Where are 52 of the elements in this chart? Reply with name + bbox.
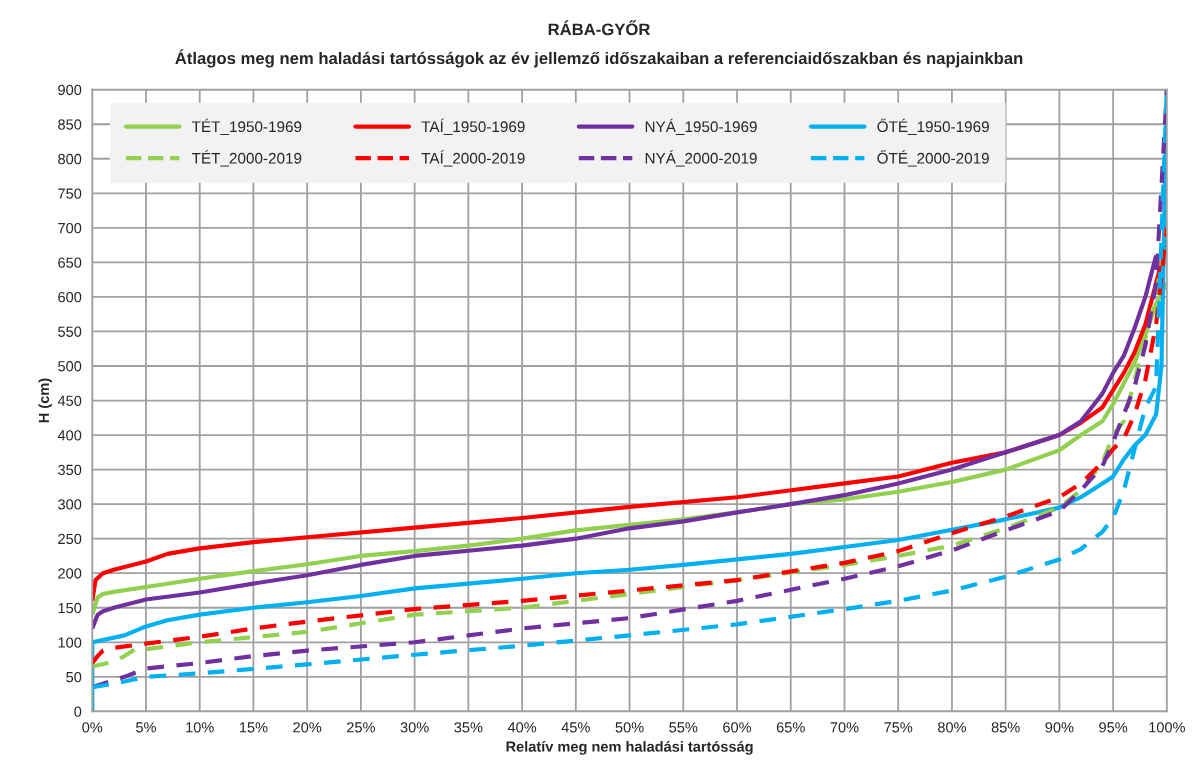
y-tick-label: 850 xyxy=(58,119,82,130)
x-tick-label: 20% xyxy=(293,722,322,733)
x-tick-label: 35% xyxy=(454,722,483,733)
y-tick-label: 0 xyxy=(74,706,82,717)
chart-title: RÁBA-GYŐR xyxy=(548,20,651,36)
x-tick-label: 40% xyxy=(507,722,537,733)
y-tick-label: 800 xyxy=(58,153,82,165)
y-axis-title: H (cm) xyxy=(38,378,52,423)
x-tick-label: 80% xyxy=(937,722,967,733)
y-tick-label: 150 xyxy=(58,602,82,614)
x-tick-label: 15% xyxy=(239,722,268,733)
y-tick-label: 250 xyxy=(58,533,82,545)
y-tick-label: 750 xyxy=(58,188,82,199)
y-tick-label: 350 xyxy=(58,464,82,476)
legend-label: ŐTÉ_1950-1969 xyxy=(877,118,989,135)
legend-label: ŐTÉ_2000-2019 xyxy=(877,150,989,167)
x-tick-label: 45% xyxy=(561,722,590,733)
legend-label: NYÁ_2000-2019 xyxy=(645,150,757,167)
x-tick-label: 0% xyxy=(82,722,103,733)
y-tick-label: 600 xyxy=(58,292,82,303)
x-tick-label: 60% xyxy=(723,722,752,733)
x-tick-label: 55% xyxy=(669,722,698,733)
x-tick-label: 85% xyxy=(991,722,1020,733)
x-tick-label: 65% xyxy=(776,722,805,733)
legend-label: TAÍ_1950-1969 xyxy=(421,118,525,135)
legend-label: NYÁ_1950-1969 xyxy=(645,118,757,135)
x-tick-label: 50% xyxy=(615,722,644,733)
x-tick-label: 10% xyxy=(186,722,214,733)
legend-label: TAÍ_2000-2019 xyxy=(421,150,525,167)
x-tick-label: 95% xyxy=(1099,722,1128,733)
y-tick-label: 650 xyxy=(58,257,82,268)
y-tick-label: 100 xyxy=(58,637,82,648)
legend-label: TÉT_2000-2019 xyxy=(191,150,302,167)
y-tick-label: 50 xyxy=(66,671,82,683)
x-tick-label: 75% xyxy=(884,722,913,733)
y-tick-label: 900 xyxy=(58,84,82,96)
y-tick-label: 300 xyxy=(58,499,82,510)
legend-label: TÉT_1950-1969 xyxy=(191,118,302,135)
x-tick-label: 90% xyxy=(1045,722,1074,733)
y-tick-label: 450 xyxy=(57,395,82,406)
y-tick-label: 500 xyxy=(58,361,82,372)
x-tick-label: 25% xyxy=(347,722,375,733)
x-tick-label: 30% xyxy=(400,722,429,733)
x-tick-label: 70% xyxy=(830,722,859,733)
y-tick-label: 550 xyxy=(58,326,82,337)
x-axis-title: Relatív meg nem haladási tartósság xyxy=(506,740,753,755)
chart-subtitle: Átlagos meg nem haladási tartósságok az év jellemző időszakaiban a referenciaidőszakban és napjainkban xyxy=(175,49,1023,68)
x-tick-label: 100% xyxy=(1149,722,1185,733)
y-tick-label: 700 xyxy=(58,222,82,234)
y-tick-label: 200 xyxy=(58,568,82,579)
y-tick-label: 400 xyxy=(57,430,82,441)
x-tick-label: 5% xyxy=(136,722,156,733)
